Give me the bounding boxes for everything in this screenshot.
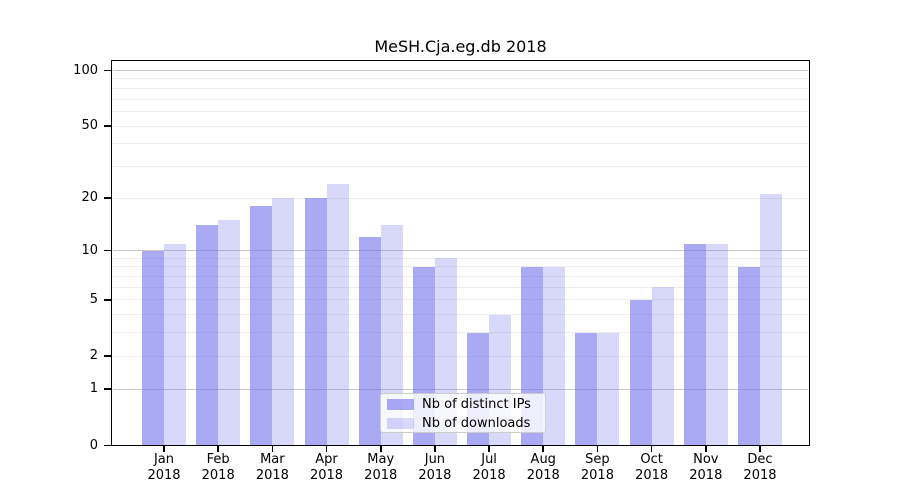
x-tick <box>759 446 761 452</box>
gridline-minor <box>113 276 808 278</box>
y-tick <box>104 299 111 301</box>
bar-downloads-oct-2018 <box>651 287 674 446</box>
x-tick <box>488 446 490 452</box>
x-tick-label: Sep 2018 <box>580 452 614 483</box>
x-tick-label: Dec 2018 <box>743 452 777 483</box>
light-purple-swatch <box>387 418 414 429</box>
bar-downloads-aug-2018 <box>543 266 566 446</box>
y-tick <box>104 69 111 72</box>
x-tick <box>434 446 436 452</box>
gridline-minor <box>113 299 808 301</box>
gridline-minor <box>113 355 808 357</box>
bar-distinct-ips-mar-2018 <box>250 206 273 446</box>
x-tick <box>542 446 545 452</box>
y-tick-label: 1 <box>89 381 98 397</box>
legend-label-distinct-ips: Nb of distinct IPs <box>422 397 531 412</box>
chart-title: MeSH.Cja.eg.db 2018 <box>374 37 547 56</box>
gridline-minor <box>113 87 808 89</box>
y-tick <box>104 444 111 447</box>
x-tick-label: Nov 2018 <box>689 452 723 483</box>
x-tick <box>163 446 165 452</box>
gridline-minor <box>113 98 808 100</box>
gridline-minor <box>113 143 808 145</box>
gridline-minor <box>113 332 808 334</box>
y-tick-label: 50 <box>81 118 98 134</box>
bar-downloads-apr-2018 <box>326 183 349 446</box>
bar-downloads-sep-2018 <box>597 332 620 446</box>
gridline-major <box>113 250 808 252</box>
plot-frame <box>111 60 810 446</box>
bar-distinct-ips-nov-2018 <box>683 243 706 446</box>
bar-downloads-may-2018 <box>380 225 403 446</box>
y-tick <box>104 197 111 199</box>
y-tick <box>104 388 111 390</box>
bar-distinct-ips-feb-2018 <box>196 225 219 446</box>
bar-downloads-nov-2018 <box>705 243 728 446</box>
gridline-major <box>113 388 808 390</box>
x-tick <box>325 446 328 452</box>
bar-downloads-mar-2018 <box>272 198 295 446</box>
gridline-minor <box>113 110 808 112</box>
x-tick-label: Jul 2018 <box>472 452 506 483</box>
legend-item-distinct-ips: Nb of distinct IPs <box>387 395 531 414</box>
x-tick-label: May 2018 <box>364 452 398 483</box>
gridline-major <box>113 69 808 72</box>
y-tick-label: 0 <box>89 437 98 453</box>
x-tick-label: Jun 2018 <box>418 452 452 483</box>
x-tick-label: Mar 2018 <box>255 452 289 483</box>
gridline-minor <box>113 257 808 259</box>
x-tick <box>271 446 274 452</box>
y-tick <box>104 355 111 358</box>
bar-distinct-ips-may-2018 <box>358 237 381 446</box>
x-tick <box>379 446 382 452</box>
bar-distinct-ips-oct-2018 <box>629 299 652 446</box>
bar-downloads-jan-2018 <box>164 243 186 446</box>
legend-label-downloads: Nb of downloads <box>422 416 531 431</box>
x-tick <box>650 446 653 452</box>
x-tick <box>705 446 707 452</box>
gridline-minor <box>113 266 808 268</box>
y-tick-label: 100 <box>73 62 98 78</box>
bar-distinct-ips-jan-2018 <box>142 250 164 446</box>
gridline-minor <box>113 286 808 288</box>
bar-downloads-feb-2018 <box>218 220 241 446</box>
legend-item-downloads: Nb of downloads <box>387 414 530 433</box>
x-tick-label: Aug 2018 <box>526 452 560 483</box>
gridline-minor <box>113 197 808 199</box>
x-tick-label: Oct 2018 <box>635 452 669 483</box>
bar-distinct-ips-dec-2018 <box>737 266 760 446</box>
x-tick <box>596 446 599 452</box>
bar-distinct-ips-apr-2018 <box>304 198 327 446</box>
gridline-minor <box>113 165 808 167</box>
y-tick <box>104 249 111 252</box>
y-tick-label: 20 <box>81 190 98 206</box>
bar-distinct-ips-sep-2018 <box>575 332 598 446</box>
dark-purple-swatch <box>387 399 414 410</box>
y-tick-label: 10 <box>81 242 98 258</box>
y-tick-label: 5 <box>89 291 98 307</box>
x-tick-label: Jan 2018 <box>147 452 181 483</box>
y-tick-label: 2 <box>89 348 98 364</box>
gridline-minor <box>113 78 808 80</box>
x-tick-label: Feb 2018 <box>201 452 235 483</box>
legend: Nb of distinct IPs Nb of downloads <box>380 393 546 433</box>
gridline-minor <box>113 314 808 316</box>
gridline-minor <box>113 125 808 127</box>
x-tick <box>217 446 219 452</box>
y-tick <box>104 125 111 127</box>
bar-downloads-dec-2018 <box>759 194 782 446</box>
x-tick-label: Apr 2018 <box>309 452 344 483</box>
